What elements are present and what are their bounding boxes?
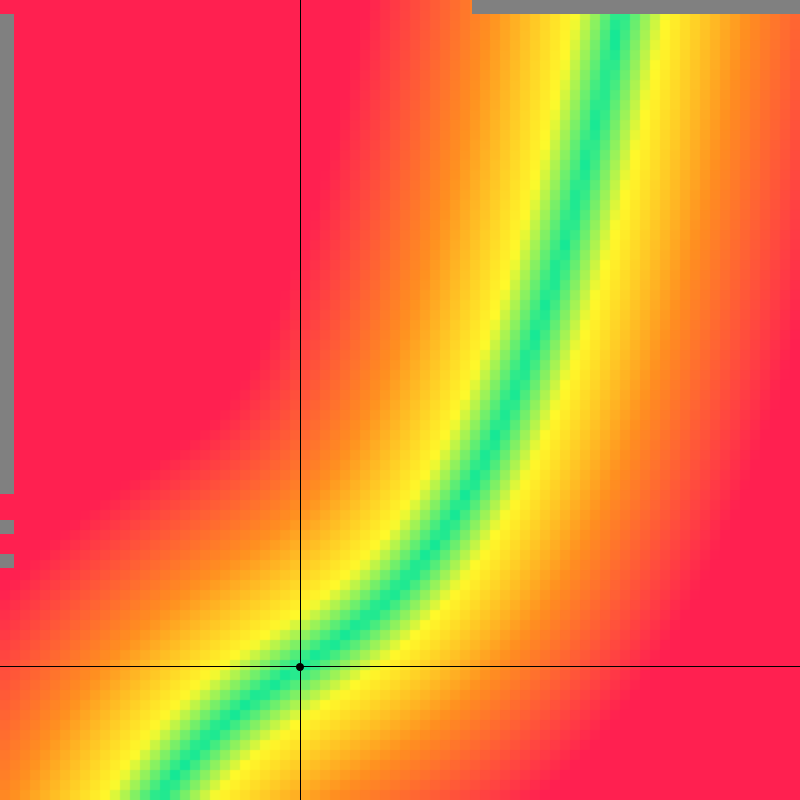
y-axis-line: [300, 0, 301, 800]
origin-dot: [296, 663, 304, 671]
left-gray-bar-2: [0, 554, 14, 568]
left-gray-bar-1: [0, 520, 14, 534]
heatmap-canvas: [0, 0, 800, 800]
top-gray-bar: [472, 0, 800, 14]
x-axis-line: [0, 666, 800, 667]
left-gray-bar-0: [0, 14, 14, 494]
chart-container: [0, 0, 800, 800]
